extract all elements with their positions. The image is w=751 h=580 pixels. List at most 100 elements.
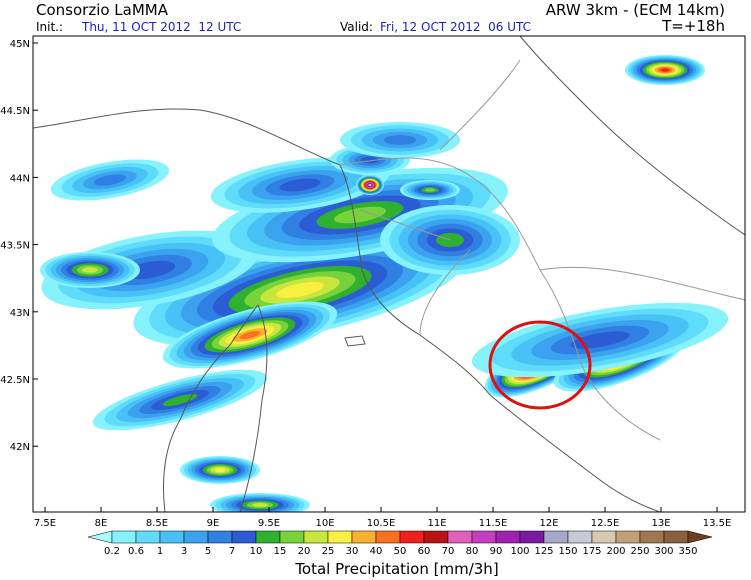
colorbar-title: Total Precipitation [mm/3h]	[294, 560, 498, 578]
lon-label: 12.5E	[591, 518, 620, 529]
colorbar-level: 15	[274, 546, 287, 557]
valid-label: Valid:	[340, 20, 373, 34]
lat-label: 42.5N	[0, 375, 30, 386]
colorbar-box	[375, 530, 401, 544]
colorbar-level: 60	[418, 546, 431, 557]
lon-label: 13.5E	[703, 518, 732, 529]
precip-contour	[660, 68, 670, 72]
colorbar-box	[351, 530, 377, 544]
colorbar-box	[207, 530, 233, 544]
boundaries	[33, 36, 745, 512]
colorbar-box	[495, 530, 521, 544]
colorbar-level: 125	[534, 546, 553, 557]
colorbar-level: 250	[630, 546, 649, 557]
precip-contour	[333, 206, 387, 224]
elba	[344, 335, 366, 347]
lat-label: 45N	[10, 39, 30, 50]
colorbar-level: 200	[606, 546, 625, 557]
colorbar-level: 10	[250, 546, 263, 557]
regional-borders	[339, 59, 745, 441]
colorbar-level: 1	[157, 546, 163, 557]
colorbar-level: 100	[510, 546, 529, 557]
colorbar-box	[111, 530, 137, 544]
colorbar-box	[135, 530, 161, 544]
colorbar-level: 7	[229, 546, 235, 557]
lon-label: 11.5E	[479, 518, 508, 529]
colorbar-level: 150	[558, 546, 577, 557]
lon-label: 10.5E	[367, 518, 396, 529]
lon-label: 8E	[95, 518, 108, 529]
precip-contour	[162, 393, 198, 407]
precip-contour	[239, 330, 261, 340]
colorbar-level: 25	[322, 546, 335, 557]
init-label: Init.:	[36, 20, 63, 34]
colorbar-box	[231, 530, 257, 544]
colorbar-box	[447, 530, 473, 544]
colorbar-level: 300	[654, 546, 673, 557]
colorbar-box	[303, 530, 329, 544]
colorbar-box	[159, 530, 185, 544]
colorbar-level: 5	[205, 546, 211, 557]
colorbar-box	[663, 530, 689, 544]
colorbar-level: 0.6	[128, 546, 144, 557]
colorbar-level: 20	[298, 546, 311, 557]
colorbar-level: 70	[442, 546, 455, 557]
colorbar-box	[399, 530, 425, 544]
colorbar-level: 40	[370, 546, 383, 557]
colorbar-level: 175	[582, 546, 601, 557]
colorbar-box	[279, 530, 305, 544]
colorbar-level: 90	[490, 546, 503, 557]
precip-contour	[383, 135, 417, 145]
lat-label: 44.5N	[0, 106, 30, 117]
colorbar-box	[423, 530, 449, 544]
coastline	[33, 108, 661, 512]
colorbar-level: 50	[394, 546, 407, 557]
corsica	[162, 304, 268, 512]
colorbar-end	[687, 530, 713, 544]
colorbar-level: 0.2	[104, 546, 120, 557]
colorbar-level: 350	[678, 546, 697, 557]
lon-label: 7.5E	[34, 518, 56, 529]
left-title: Consorzio LaMMA	[36, 1, 169, 19]
lat-label: 43.5N	[0, 241, 30, 252]
lat-label: 44N	[10, 173, 30, 184]
precip-contour	[368, 184, 372, 186]
highlight-circle	[488, 320, 592, 410]
precip-contour	[82, 267, 98, 273]
colorbar-box	[567, 530, 593, 544]
colorbar-level: 80	[466, 546, 479, 557]
precip-contour	[279, 178, 321, 192]
lon-label: 9E	[207, 518, 220, 529]
colorbar-box	[543, 530, 569, 544]
lon-label: 10E	[315, 518, 334, 529]
precip-contour	[424, 188, 436, 192]
adriatic-coast	[519, 36, 745, 236]
colorbar-box	[615, 530, 641, 544]
colorbar-box	[183, 530, 209, 544]
lon-label: 13E	[651, 518, 670, 529]
lat-label: 43N	[10, 308, 30, 319]
colorbar-box	[471, 530, 497, 544]
map-frame	[32, 35, 746, 513]
colorbar-box	[639, 530, 665, 544]
colorbar-box	[327, 530, 353, 544]
precip-contour	[214, 468, 226, 472]
lon-label: 11E	[427, 518, 446, 529]
lon-label: 9.5E	[258, 518, 280, 529]
precipitation-field	[40, 55, 729, 512]
colorbar-box	[591, 530, 617, 544]
colorbar-box	[519, 530, 545, 544]
lon-label: 8.5E	[146, 518, 168, 529]
lat-label: 42N	[10, 442, 30, 453]
colorbar-level: 3	[181, 546, 187, 557]
colorbar-box	[255, 530, 281, 544]
precip-contour	[93, 174, 127, 186]
valid-time: Fri, 12 OCT 2012 06 UTC	[380, 20, 531, 34]
lon-label: 12E	[539, 518, 558, 529]
init-time: Thu, 11 OCT 2012 12 UTC	[81, 20, 241, 34]
precip-contour	[276, 281, 324, 299]
right-title: ARW 3km - (ECM 14km)	[546, 1, 725, 19]
lead-time: T=+18h	[661, 17, 725, 35]
precip-contour	[252, 503, 268, 507]
